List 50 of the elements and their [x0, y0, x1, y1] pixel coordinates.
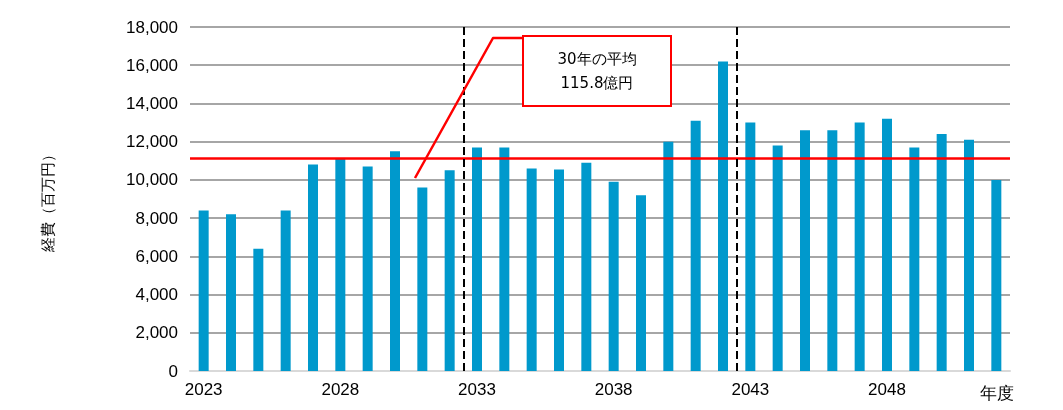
y-tick-label: 8,000 — [135, 208, 178, 228]
y-tick-label: 12,000 — [126, 132, 178, 152]
y-tick-label: 16,000 — [126, 55, 178, 75]
bar — [198, 210, 209, 371]
bar — [554, 169, 564, 371]
x-axis-title: 年度 — [980, 384, 1014, 403]
bar — [335, 158, 346, 371]
y-tick-label: 10,000 — [126, 170, 178, 190]
y-tick-label: 4,000 — [135, 285, 178, 305]
bar — [690, 120, 701, 371]
x-tick-label: 2038 — [594, 380, 633, 399]
bar — [280, 210, 291, 371]
y-tick-label: 18,000 — [126, 17, 178, 37]
x-tick-label: 2033 — [458, 380, 496, 399]
bar — [444, 170, 455, 371]
bar — [253, 248, 264, 371]
bar — [772, 145, 783, 371]
bar — [226, 214, 236, 371]
callout: 30年の平均 115.8億円 — [413, 35, 672, 180]
bar — [581, 162, 592, 371]
bar — [417, 187, 428, 371]
bar — [827, 130, 838, 371]
bar — [472, 147, 482, 371]
bar — [964, 139, 974, 371]
bar — [936, 134, 947, 371]
y-tick-label: 0 — [168, 361, 178, 381]
bar — [362, 166, 373, 371]
bar — [663, 141, 674, 371]
y-tick-label: 14,000 — [126, 93, 178, 113]
bar — [991, 179, 1002, 371]
x-tick-label: 2023 — [184, 380, 223, 399]
bar — [526, 168, 537, 371]
y-tick-label: 2,000 — [135, 323, 178, 343]
bar — [800, 130, 810, 371]
bar — [909, 147, 920, 371]
bar — [499, 147, 510, 371]
bar — [882, 118, 892, 371]
bar — [854, 122, 865, 371]
y-tick-label: 6,000 — [135, 246, 178, 266]
x-tick-label: 2048 — [868, 380, 906, 399]
bar — [718, 61, 728, 371]
x-tick-label: 2043 — [731, 380, 770, 399]
bar — [636, 195, 646, 371]
bar — [608, 181, 619, 371]
bar — [308, 164, 318, 371]
x-tick-label: 2028 — [321, 380, 360, 399]
bar — [745, 122, 756, 371]
y-axis-title: 経費（百万円） — [38, 146, 57, 253]
annotation: 30年の平均 115.8億円 — [522, 35, 672, 107]
bar — [390, 151, 400, 371]
